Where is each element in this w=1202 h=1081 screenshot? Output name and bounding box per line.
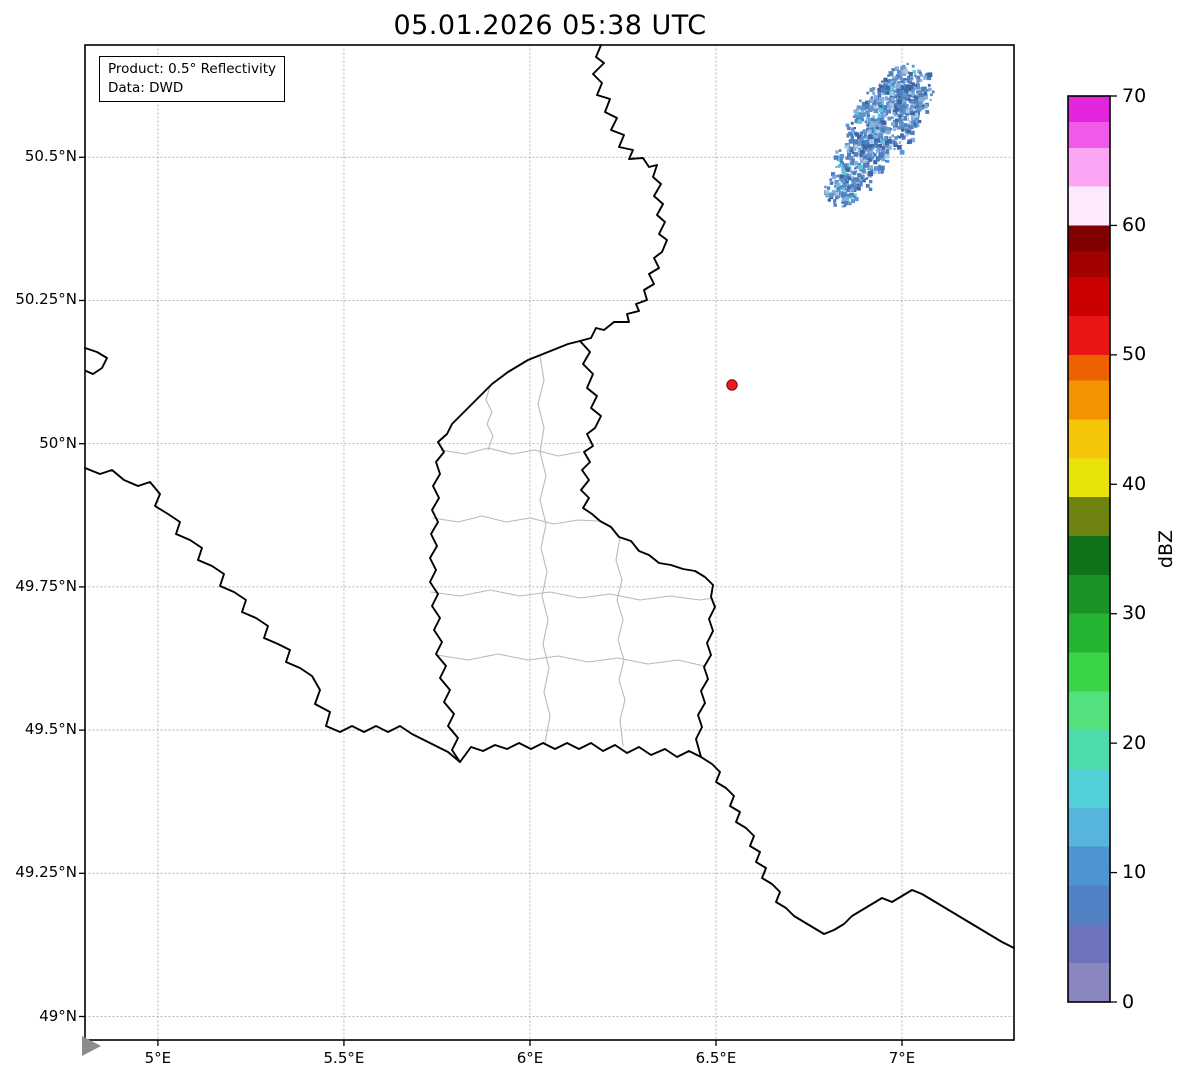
lon-tick-label: 5°E	[144, 1049, 172, 1067]
colorbar	[1067, 95, 1117, 1003]
colorbar-gradient	[1068, 96, 1110, 1002]
lat-tick-label: 50.25°N	[15, 290, 77, 309]
cursor-artifact-icon	[82, 1036, 101, 1056]
precipitation-echo	[824, 62, 935, 208]
axis-ticks	[79, 156, 903, 1046]
colorbar-tick-label: 20	[1122, 731, 1147, 754]
country-borders	[84, 44, 1015, 949]
colorbar-tick-label: 70	[1122, 84, 1147, 107]
annotation-product-line: Product: 0.5° Reflectivity	[108, 61, 276, 77]
lat-tick-label: 50.5°N	[24, 147, 77, 166]
colorbar-frame	[1067, 95, 1111, 1003]
lat-tick-label: 50°N	[39, 433, 77, 452]
colorbar-axis-label: dBZ	[1155, 529, 1177, 569]
figure-title: 05.01.2026 05:38 UTC	[393, 10, 707, 41]
lat-tick-label: 49°N	[39, 1006, 77, 1025]
colorbar-tick-label: 10	[1122, 861, 1147, 884]
colorbar-tick-label: 50	[1122, 343, 1147, 366]
colorbar-tick-label: 0	[1122, 990, 1135, 1013]
annotation-source-line: Data: DWD	[108, 79, 184, 96]
colorbar-tick-label: 30	[1122, 602, 1147, 625]
grid-lines	[84, 44, 1015, 1041]
annotation-box: Product: 0.5° Reflectivity Data: DWD	[99, 56, 285, 102]
lon-tick-label: 5.5°E	[323, 1049, 365, 1067]
map-frame	[84, 44, 1015, 1041]
lon-tick-label: 7°E	[888, 1049, 916, 1067]
colorbar-tick-label: 60	[1122, 213, 1147, 236]
radar-site-marker	[726, 379, 738, 391]
lon-tick-label: 6.5°E	[695, 1049, 737, 1067]
lon-tick-label: 6°E	[516, 1049, 544, 1067]
lat-tick-label: 49.75°N	[15, 576, 77, 595]
canton-borders	[430, 355, 714, 747]
colorbar-tick-label: 40	[1122, 472, 1147, 495]
lat-tick-label: 49.5°N	[24, 720, 77, 739]
lat-tick-label: 49.25°N	[15, 863, 77, 882]
